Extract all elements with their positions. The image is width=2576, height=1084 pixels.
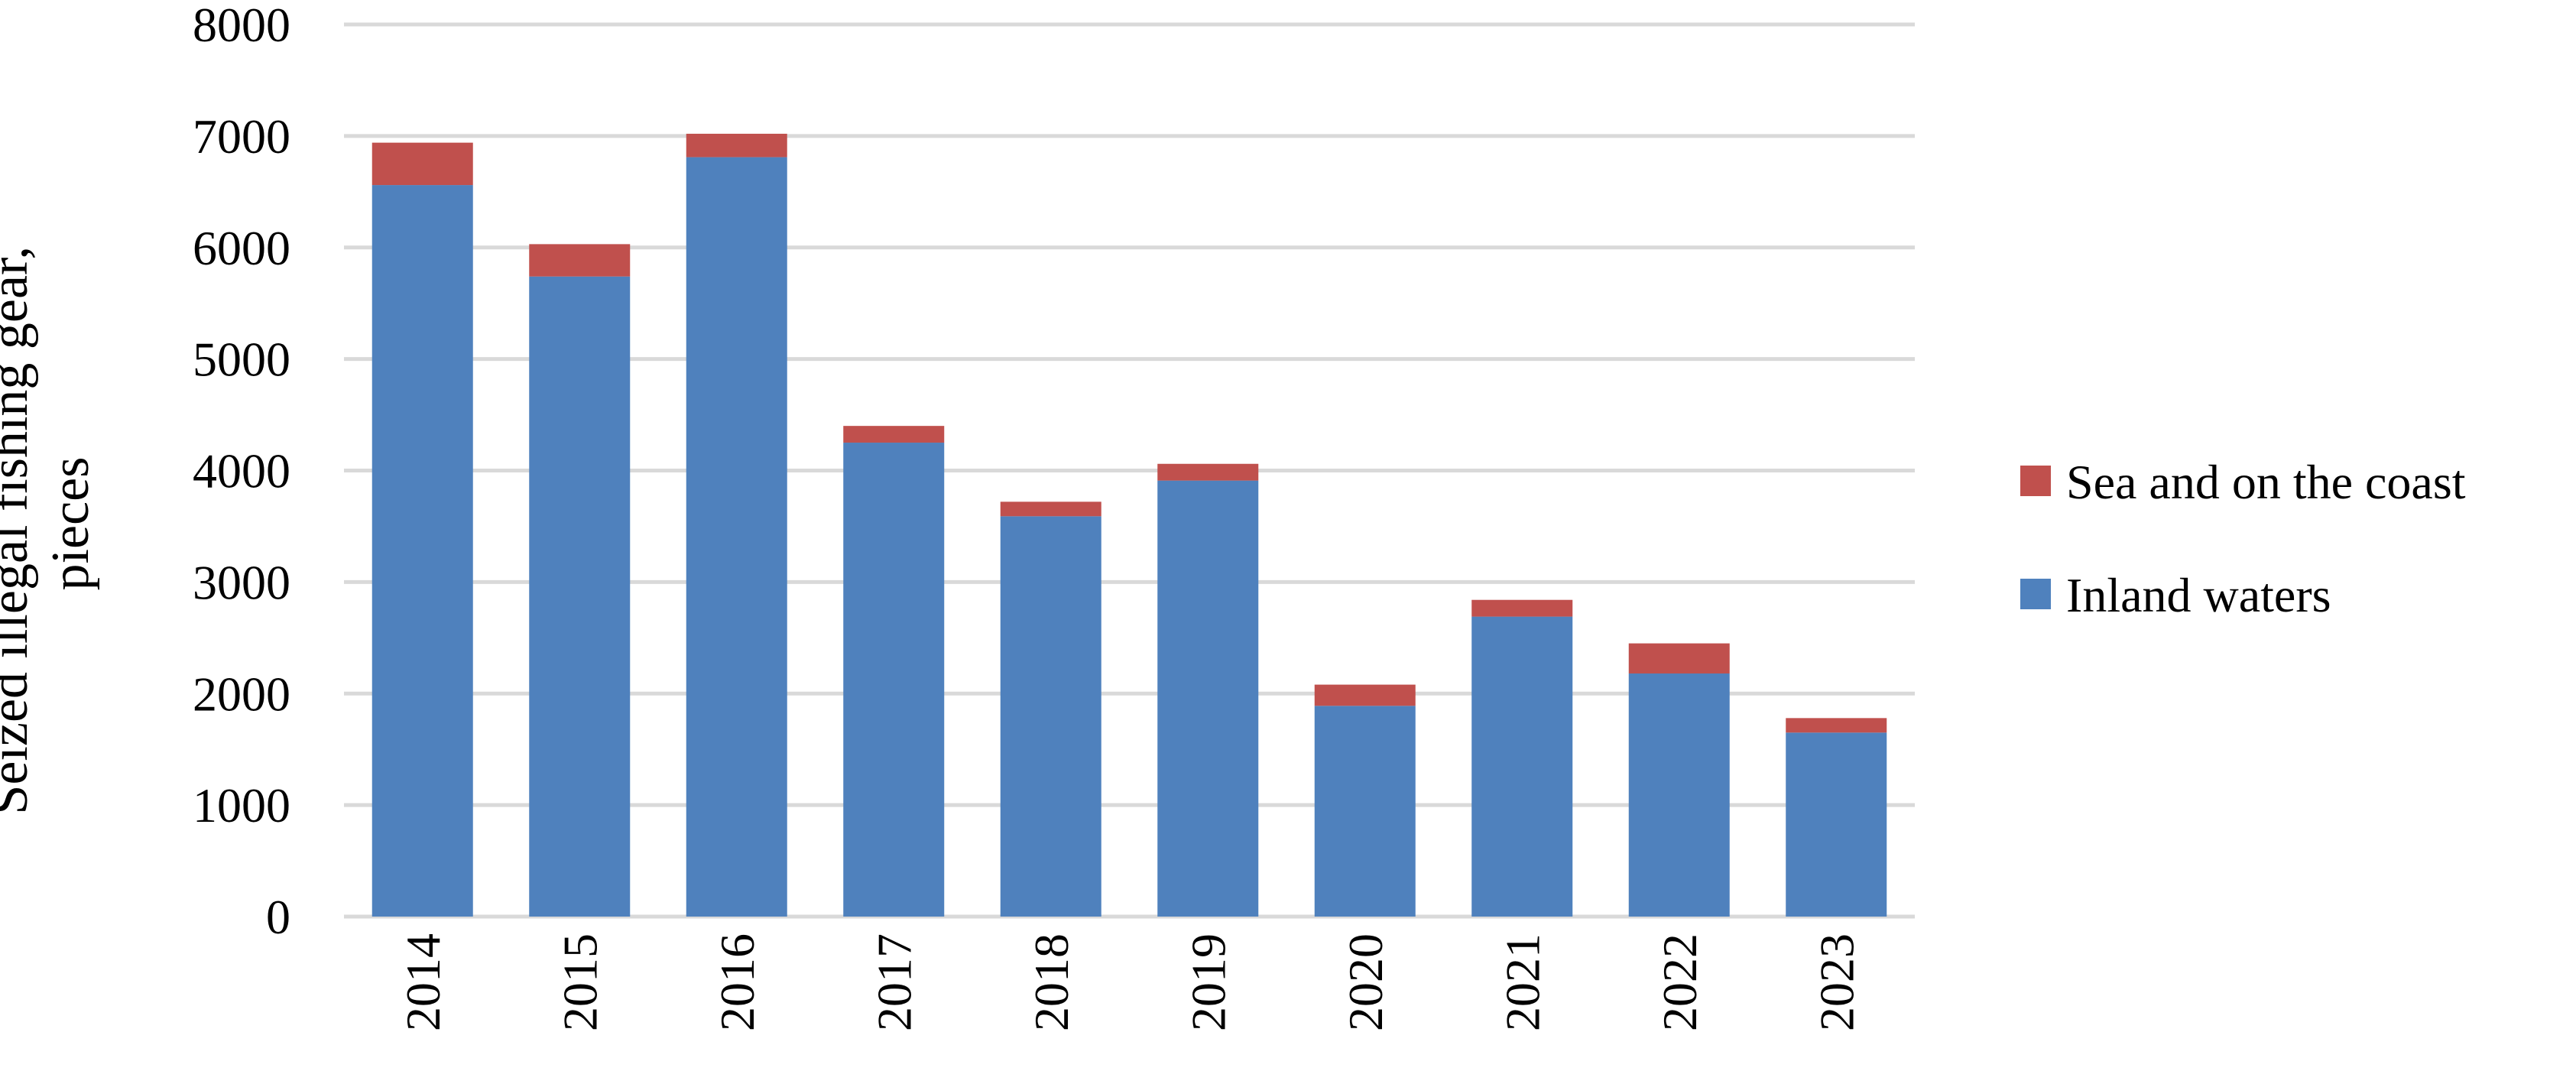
legend-label-inland-waters: Inland waters <box>2066 568 2331 622</box>
x-tick-label: 2021 <box>1495 933 1549 1031</box>
y-tick-label: 2000 <box>193 667 290 721</box>
y-tick-label: 5000 <box>193 333 290 387</box>
bar-sea-and-on-the-coast-2020 <box>1314 684 1416 706</box>
bar-sea-and-on-the-coast-2016 <box>686 133 787 157</box>
y-tick-label: 0 <box>266 890 290 944</box>
bar-inland-waters-2015 <box>529 276 631 917</box>
y-tick-label: 4000 <box>193 444 290 498</box>
bar-inland-waters-2020 <box>1314 706 1416 917</box>
bar-sea-and-on-the-coast-2014 <box>371 142 473 186</box>
y-tick-label: 6000 <box>193 221 290 275</box>
x-tick-label: 2016 <box>710 933 764 1031</box>
bar-inland-waters-2018 <box>1000 516 1101 917</box>
legend-swatch-inland-waters <box>2020 579 2051 609</box>
x-tick-label: 2014 <box>396 933 450 1031</box>
x-axis-ticks: 2014 2015 2016 2017 2018 2019 2020 2021 2022 2023 <box>396 933 1864 1031</box>
bar-sea-and-on-the-coast-2018 <box>1000 501 1101 517</box>
x-tick-label: 2022 <box>1653 933 1707 1031</box>
bar-inland-waters-2019 <box>1157 480 1259 917</box>
y-tick-label: 7000 <box>193 109 290 164</box>
bar-inland-waters-2021 <box>1471 616 1573 917</box>
x-tick-label: 2019 <box>1181 933 1235 1031</box>
bar-sea-and-on-the-coast-2017 <box>843 426 945 443</box>
bar-inland-waters-2014 <box>371 185 473 917</box>
y-axis-ticks: 0 1000 2000 3000 4000 5000 6000 7000 8000 <box>193 0 290 944</box>
y-axis-title-line-1: Seized illegal fishing gear, <box>0 246 39 815</box>
bar-inland-waters-2022 <box>1628 673 1730 917</box>
legend: Sea and on the coast Inland waters <box>2020 455 2466 622</box>
x-tick-label: 2018 <box>1024 933 1079 1031</box>
legend-swatch-sea-and-coast <box>2020 466 2051 496</box>
bar-sea-and-on-the-coast-2022 <box>1628 643 1730 673</box>
y-tick-label: 1000 <box>193 778 290 832</box>
y-tick-label: 8000 <box>193 0 290 52</box>
bar-inland-waters-2017 <box>843 443 945 917</box>
bar-inland-waters-2023 <box>1786 732 1887 917</box>
bar-sea-and-on-the-coast-2021 <box>1471 599 1573 617</box>
x-tick-label: 2023 <box>1809 933 1864 1031</box>
legend-label-sea-and-coast: Sea and on the coast <box>2066 455 2466 509</box>
x-tick-label: 2015 <box>553 933 607 1031</box>
x-tick-label: 2020 <box>1338 933 1393 1031</box>
y-tick-label: 3000 <box>193 555 290 609</box>
bar-sea-and-on-the-coast-2023 <box>1786 718 1887 733</box>
x-tick-label: 2017 <box>867 933 921 1031</box>
bar-inland-waters-2016 <box>686 157 787 917</box>
bar-sea-and-on-the-coast-2015 <box>529 244 631 277</box>
y-axis-title-line-2: pieces <box>41 457 100 591</box>
bars <box>371 133 1887 917</box>
bar-sea-and-on-the-coast-2019 <box>1157 463 1259 481</box>
y-axis-title: Seized illegal fishing gear, pieces <box>0 232 100 814</box>
